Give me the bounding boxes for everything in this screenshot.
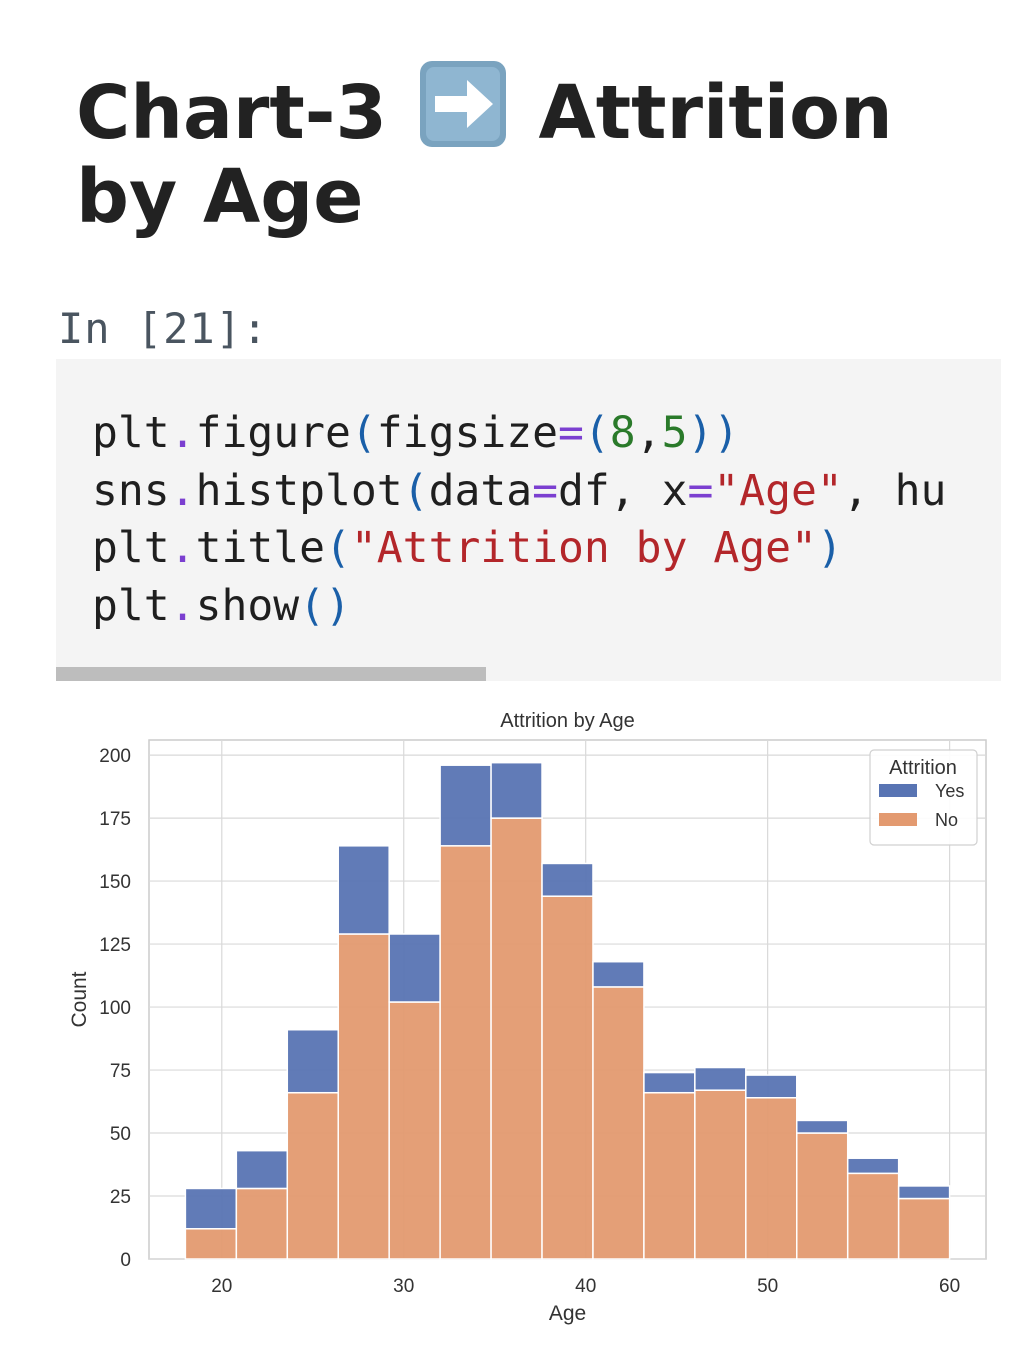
y-tick-label: 50 [110,1124,131,1145]
code-token: sns [92,465,170,516]
markdown-heading: Chart-3 Attrition by Age [76,58,996,239]
code-token: ( [325,523,351,573]
bar-no [235,1187,289,1260]
bar-no [643,1091,696,1260]
code-token: . [169,408,196,458]
histogram-chart: 0 25 50 75 100 125 150 175 200 20 30 40 50 60 Attritio… [68,710,987,1325]
heading-line2: by Age [76,154,364,240]
code-token: histplot [195,465,403,516]
bar-no [490,817,543,1260]
y-tick-label: 125 [99,935,131,956]
bar-yes [745,1074,798,1099]
code-line: sns.histplot(data=df, x="Age", hu [92,466,946,516]
cell-prompt: In [21]: [58,304,269,353]
bar-no [286,1091,339,1260]
bar-yes [796,1119,849,1134]
x-tick-label: 50 [757,1276,778,1297]
bar-yes [439,764,492,847]
bar-no [388,1001,441,1260]
bar-yes [184,1187,238,1230]
bar-yes [897,1185,951,1200]
bar-no [337,933,390,1260]
y-tick-label: 175 [99,809,131,830]
code-token: . [169,580,196,631]
code-token: . [169,465,196,516]
x-tick-label: 20 [211,1276,232,1297]
legend-title: Attrition [889,757,957,779]
y-tick-label: 25 [110,1187,131,1208]
code-token: plt [92,408,170,458]
bar-yes [846,1157,900,1175]
code-token: ( [350,408,377,458]
chart-title: Attrition by Age [500,710,635,732]
x-axis-label: Age [549,1302,586,1325]
code-line: plt.title("Attrition by Age") [92,523,843,573]
code-token: ) [816,523,843,573]
legend-label-yes: Yes [935,781,964,801]
bar-yes [286,1028,339,1094]
bar-yes [388,933,441,1003]
bar-yes [235,1149,289,1190]
legend-swatch-yes [879,784,917,797]
code-token: "Attrition by Age" [350,523,817,573]
bar-no [184,1228,238,1260]
code-token: () [299,580,351,631]
bar-no [796,1132,849,1260]
bar-no [592,986,645,1260]
code-token: . [169,523,196,573]
code-token: title [195,523,326,573]
code-token: )) [687,408,740,458]
x-tick-label: 60 [939,1276,960,1297]
code-token: ( [583,408,610,458]
y-tick-label: 100 [99,998,131,1019]
code-token: figure [195,408,351,458]
y-tick-label: 200 [99,746,131,767]
code-token: df, x [558,465,688,516]
bar-yes [490,761,543,819]
code-token: 5 [661,408,688,458]
code-token: = [532,465,559,516]
bar-yes [694,1066,747,1091]
bar-yes [541,862,594,897]
bar-no [745,1097,798,1260]
legend-label-no: No [935,810,958,830]
heading-prefix: Chart-3 [76,70,387,156]
code-line: plt.show() [92,581,351,631]
horizontal-scrollbar[interactable] [56,667,486,681]
code-token: figsize [376,408,559,458]
code-token: , [635,408,662,458]
code-cell[interactable]: plt.figure(figsize=(8,5)) sns.histplot(d… [56,359,1001,681]
bar-no [541,895,594,1260]
code-token: , hu [842,465,947,516]
heading-title-word: Attrition [538,70,893,156]
bar-yes [592,960,645,988]
bar-no [439,845,492,1260]
bar-no [846,1172,900,1260]
code-token: ( [402,465,429,516]
code-token: plt [92,580,170,631]
x-tick-label: 30 [393,1276,414,1297]
code-token: = [687,465,714,516]
y-tick-label: 150 [99,872,131,893]
code-token: "Age" [713,465,843,516]
y-tick-label: 75 [110,1061,131,1082]
code-token: = [558,408,584,458]
right-arrow-emoji-icon [417,58,509,150]
code-token: data [428,465,533,516]
bar-yes [337,845,390,935]
y-tick-label: 0 [120,1250,131,1271]
y-axis-label: Count [68,971,91,1027]
code-token: 8 [609,408,636,458]
code-editor[interactable]: plt.figure(figsize=(8,5)) sns.histplot(d… [92,405,946,635]
bar-yes [643,1071,696,1094]
code-line: plt.figure(figsize=(8,5)) [92,408,739,458]
x-tick-label: 40 [575,1276,596,1297]
code-token: plt [92,523,170,573]
legend-swatch-no [879,813,917,826]
code-token: show [195,580,300,631]
bar-no [897,1197,951,1260]
bar-no [694,1089,747,1260]
